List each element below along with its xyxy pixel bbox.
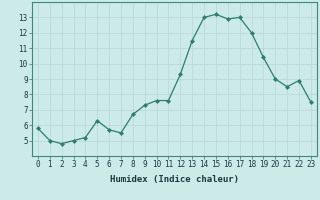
- X-axis label: Humidex (Indice chaleur): Humidex (Indice chaleur): [110, 175, 239, 184]
